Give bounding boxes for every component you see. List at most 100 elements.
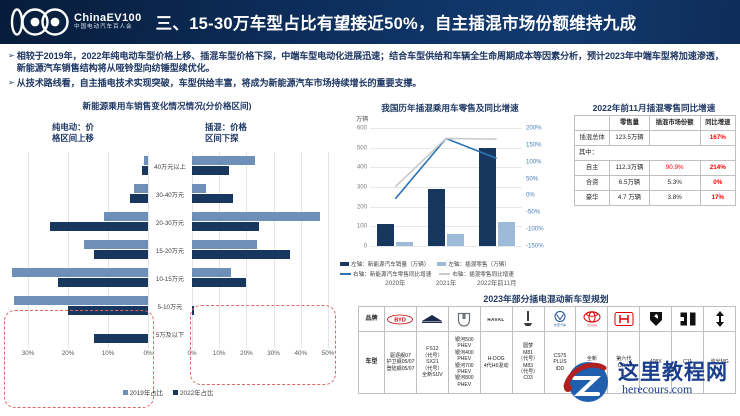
svg-text:HAVAL: HAVAL xyxy=(488,317,505,322)
bullet-item: ➢ 相较于2019年，2022年纯电动车型价格上移、插混车型价格下探，中端车型电… xyxy=(8,50,732,75)
butterfly-row: 10-15万元 xyxy=(8,264,328,292)
axis-tick-label: 30% xyxy=(21,350,35,357)
table-cell: 123.5万辆 xyxy=(609,130,650,146)
bar xyxy=(377,224,395,246)
table-body: 插混总体 123.5万辆 167% 其中： 自主 112.3万辆 90.9% 214% 合资 6.… xyxy=(573,130,737,206)
bev-bars xyxy=(8,292,148,320)
gridline xyxy=(328,152,329,348)
bev-bars xyxy=(8,236,148,264)
bar xyxy=(134,184,148,193)
brand-logo-icon xyxy=(608,308,639,330)
bullet-text: 从技术路线看，自主插电技术实现突破，车型供给丰富，将成为新能源汽车市场持续增长的… xyxy=(16,77,422,88)
y-axis-tick-left: 400 xyxy=(356,163,367,171)
bar xyxy=(192,184,206,193)
model-cell: 圆梦 M81 （代号） M83 （代号） C03 xyxy=(511,331,545,394)
bar xyxy=(192,156,255,165)
bar xyxy=(478,147,496,246)
line-series xyxy=(394,137,497,188)
table-cell: 豪华 xyxy=(573,190,611,206)
bev-bars xyxy=(8,320,148,348)
table-cell: 自主 xyxy=(573,160,611,176)
legend-item-nev-growth: 右轴：新能源汽车零售同比增速 xyxy=(340,270,431,278)
y-axis-tick-left: 100 xyxy=(356,222,367,230)
table-cell: 0% xyxy=(699,175,737,191)
butterfly-row: 5万及以下 xyxy=(8,320,328,348)
phev-bars xyxy=(192,180,328,208)
gridline xyxy=(370,246,522,247)
callout-phev-label: 插混：价格 区间下探 xyxy=(205,122,247,143)
brand-logo-icon: HAVAL xyxy=(481,308,512,330)
gridline xyxy=(148,152,149,348)
slide-header: ChinaEV100 中国电动汽车百人会 三、15-30万车型占比有望接近50%… xyxy=(0,0,740,44)
axis-tick-label: 10% xyxy=(101,350,115,357)
svg-text:BYD: BYD xyxy=(395,317,407,323)
bar xyxy=(50,222,148,231)
table-header-cell: 品牌 xyxy=(358,306,385,332)
axis-tick-label: 0% xyxy=(143,350,153,357)
gridline xyxy=(300,152,302,348)
axis-tick-label: 30% xyxy=(267,350,280,357)
phev-bars xyxy=(192,320,328,348)
combo-chart-panel: 我国历年插混乘用车零售及同比增速 万辆 0 100 200 300 400 500 600 -… xyxy=(334,100,566,290)
model-cell: FS12 （代号） SX21 （代号） 全新SUV xyxy=(415,331,449,394)
legend-swatch-icon xyxy=(437,262,447,266)
axis-tick-label: 40% xyxy=(294,350,308,357)
brand-cell xyxy=(703,306,736,332)
bar xyxy=(192,240,258,249)
legend-label: 右轴：新能源汽车零售同比增速 xyxy=(353,272,432,278)
y-axis-tick-right: -100% xyxy=(526,225,544,233)
bar xyxy=(58,278,148,287)
logo-text-cn: 中国电动汽车百人会 xyxy=(74,24,133,31)
axis-tick-label: 20% xyxy=(240,350,253,357)
butterfly-chart-panel: 新能源乘用车销售变化情况情况(分价格区间) 纯电动：价 格区间上移 插混：价格 区间… xyxy=(0,100,336,416)
ev100-logo-icon xyxy=(10,8,69,36)
bar xyxy=(428,188,445,246)
svg-text:长安汽车: 长安汽车 xyxy=(554,322,566,327)
category-label: 15-20万元 xyxy=(155,247,185,255)
legend-item-2022: 2022年占比 xyxy=(173,388,213,397)
bullet-item: ➢ 从技术路线看，自主插电技术实现突破，车型供给丰富，将成为新能源汽车市场持续增… xyxy=(8,77,732,89)
bar xyxy=(192,194,233,203)
y-axis-tick-left: 300 xyxy=(356,183,367,191)
legend-item-nev-sales: 左轴：新能源汽车销量（万辆） xyxy=(340,260,429,268)
table-cell xyxy=(648,130,701,146)
phev-bars xyxy=(192,152,328,180)
gridline xyxy=(370,187,522,188)
combo-chart-ylabel-left: 万辆 xyxy=(356,116,369,123)
bullet-list: ➢ 相较于2019年，2022年纯电动车型价格上移、插混车型价格下探，中端车型电… xyxy=(0,46,740,91)
phev-growth-table: 零售量 插混市场份额 同比增速 插混总体 123.5万辆 167% 其中： 自主 112.3万… xyxy=(573,115,737,206)
gridline xyxy=(370,226,522,228)
legend-label: 2022年占比 xyxy=(180,390,214,397)
table-cell: 3.8% xyxy=(648,190,701,206)
new-model-plan-panel: 2023年部分插电混动新车型规划 品牌 BYD HAVAL 长安汽车 TOYOTA 车型… xyxy=(356,292,740,416)
table-cell: 167% xyxy=(699,130,737,146)
legend-swatch-icon xyxy=(122,390,128,395)
table-cell: 合资 xyxy=(573,175,611,191)
bar xyxy=(192,278,247,287)
gridline xyxy=(370,167,522,169)
callout-bev-label: 纯电动：价 格区间上移 xyxy=(52,122,94,143)
model-cell: H-DOG 4代H6混动 xyxy=(479,331,513,394)
brand-logo-icon xyxy=(417,308,448,330)
gridline xyxy=(370,128,522,129)
y-axis-tick-right: 0% xyxy=(526,191,535,199)
category-label: 5-10万元 xyxy=(157,303,183,311)
model-cell: CS75 PLUS iDD xyxy=(543,331,577,394)
gridline xyxy=(370,206,522,208)
table-header-row: 零售量 插混市场份额 同比增速 xyxy=(573,115,737,131)
bev-bars xyxy=(8,208,148,236)
bar xyxy=(144,156,148,165)
y-axis-tick-left: 0 xyxy=(363,242,367,250)
table-cell: 17% xyxy=(699,190,737,206)
brand-cell: BYD xyxy=(384,306,417,332)
legend-item-phev-growth: 右轴：插混零售同比增速 xyxy=(439,270,514,278)
model-cell: 408X xyxy=(639,331,673,394)
bar xyxy=(396,242,414,246)
svg-text:TOYOTA: TOYOTA xyxy=(587,325,597,328)
y-axis-tick-right: 150% xyxy=(526,141,542,149)
axis-tick-label: 50% xyxy=(321,350,335,357)
table-row: 合资 6.5万辆 5.3% 0% xyxy=(573,175,737,191)
new-model-plan-title: 2023年部分插电混动新车型规划 xyxy=(483,294,609,304)
bar xyxy=(130,194,148,203)
